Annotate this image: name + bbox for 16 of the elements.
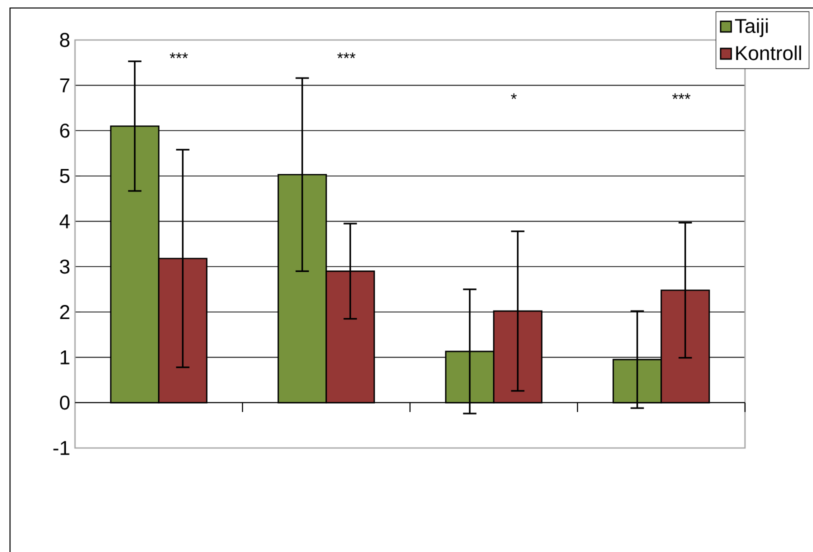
y-tick-label: 6 (60, 124, 70, 138)
y-tick-label: 8 (60, 32, 70, 48)
y-tick-label: 2 (60, 305, 70, 319)
y-tick-label: 0 (60, 396, 70, 410)
annotation: *** (672, 93, 690, 100)
legend-label: Taiji (735, 18, 768, 37)
y-tick-label: 3 (60, 260, 70, 274)
y-tick-label: 1 (60, 350, 70, 364)
legend-label: Kontroll (736, 46, 802, 60)
annotation: *** (170, 52, 188, 58)
y-tick-label: 7 (60, 78, 70, 92)
y-tick-label: 5 (60, 169, 70, 183)
annotation: *** (337, 52, 356, 58)
y-tick-label: 4 (60, 214, 70, 228)
y-tick-label: -1 (53, 441, 70, 455)
annotation: * (510, 93, 517, 100)
